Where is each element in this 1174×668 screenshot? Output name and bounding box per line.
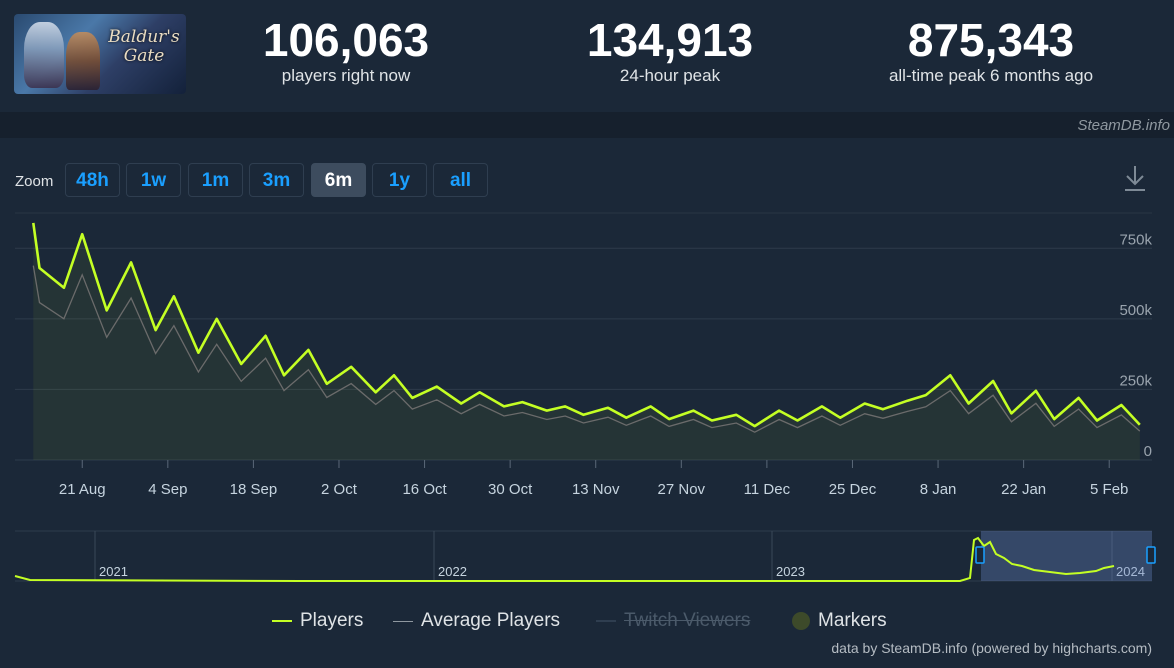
- alltime-peak-value: 875,343: [907, 14, 1075, 66]
- legend-players-swatch: [272, 620, 292, 622]
- y-tick-label: 250k: [1119, 372, 1152, 389]
- x-tick-label: 13 Nov: [572, 481, 620, 498]
- legend-twitch-label: Twitch Viewers: [624, 610, 751, 631]
- game-logo: Baldur's Gate: [108, 27, 180, 66]
- legend-twitch-swatch: [596, 620, 616, 622]
- x-tick-label: 18 Sep: [230, 481, 278, 498]
- y-tick-label: 500k: [1119, 302, 1152, 319]
- navigator-year-label: 2024: [1116, 564, 1145, 579]
- x-tick-label: 2 Oct: [321, 481, 358, 498]
- legend-average[interactable]: Average Players: [393, 608, 560, 634]
- hero-figure-right: [66, 32, 100, 90]
- x-tick-label: 27 Nov: [658, 481, 706, 498]
- download-icon[interactable]: [1122, 163, 1148, 193]
- peak-24h-value: 134,913: [586, 14, 754, 66]
- navigator-year-label: 2022: [438, 564, 467, 579]
- x-tick-label: 11 Dec: [744, 481, 791, 498]
- zoom-label: Zoom: [15, 173, 54, 190]
- x-tick-label: 16 Oct: [402, 481, 447, 498]
- steamdb-credit[interactable]: SteamDB.info: [1077, 117, 1170, 134]
- zoom-button-6m[interactable]: 6m: [311, 163, 366, 197]
- powered-by-credit[interactable]: data by SteamDB.info (powered by highcha…: [831, 640, 1152, 656]
- x-tick-label: 22 Jan: [1001, 481, 1046, 498]
- y-tick-label: 750k: [1119, 231, 1152, 248]
- chart-container: 0 250k 500k 750k 21 Aug 4 Sep 18 Sep 2 Oct 16 Oc…: [0, 138, 1174, 668]
- legend-players-label: Players: [300, 610, 364, 631]
- legend-markers[interactable]: Markers: [792, 608, 887, 634]
- navigator-right-handle[interactable]: [1146, 546, 1156, 564]
- navigator-year-label: 2023: [776, 564, 805, 579]
- credit-bar: SteamDB.info: [0, 112, 1174, 138]
- zoom-button-1m[interactable]: 1m: [188, 163, 243, 197]
- players-now-label: players right now: [281, 66, 411, 85]
- alltime-peak-stat: 875,343 all-time peak 6 months ago: [841, 14, 1141, 86]
- chart-legend: Players Average Players Twitch Viewers M…: [0, 608, 1174, 638]
- navigator-players-line: [14, 536, 1115, 582]
- legend-markers-label: Markers: [818, 610, 887, 631]
- legend-players[interactable]: Players: [272, 608, 363, 634]
- peak-24h-stat: 134,913 24-hour peak: [570, 14, 770, 86]
- x-tick-label: 5 Feb: [1090, 481, 1128, 498]
- zoom-button-1y[interactable]: 1y: [372, 163, 427, 197]
- x-tick-label: 21 Aug: [59, 481, 106, 498]
- legend-twitch[interactable]: Twitch Viewers: [596, 608, 750, 634]
- player-chart-svg[interactable]: 0 250k 500k 750k 21 Aug 4 Sep 18 Sep 2 Oct 16 Oc…: [0, 138, 1174, 608]
- players-line[interactable]: [32, 222, 1141, 428]
- zoom-button-1w[interactable]: 1w: [126, 163, 181, 197]
- zoom-button-48h[interactable]: 48h: [65, 163, 120, 197]
- legend-average-label: Average Players: [421, 610, 561, 631]
- average-players-line[interactable]: [32, 265, 1141, 433]
- x-tick-label: 4 Sep: [148, 481, 187, 498]
- players-now-value: 106,063: [262, 14, 430, 66]
- y-tick-label: 0: [1144, 443, 1152, 460]
- x-tick-label: 8 Jan: [920, 481, 957, 498]
- alltime-peak-label: all-time peak 6 months ago: [888, 66, 1094, 85]
- hero-figure-left: [24, 22, 64, 88]
- x-tick-label: 25 Dec: [829, 481, 877, 498]
- legend-markers-dot: [792, 612, 810, 630]
- peak-24h-label: 24-hour peak: [619, 66, 721, 85]
- game-capsule-image[interactable]: Baldur's Gate: [14, 14, 186, 94]
- navigator-selection[interactable]: [981, 531, 1152, 581]
- players-now-stat: 106,063 players right now: [246, 14, 446, 86]
- navigator-year-label: 2021: [99, 564, 128, 579]
- players-area: [33, 222, 1140, 460]
- legend-average-swatch: [393, 620, 413, 622]
- zoom-button-all[interactable]: all: [433, 163, 488, 197]
- zoom-button-3m[interactable]: 3m: [249, 163, 304, 197]
- x-tick-label: 30 Oct: [488, 481, 533, 498]
- navigator-left-handle[interactable]: [975, 546, 985, 564]
- stats-header: Baldur's Gate 106,063 players right now …: [0, 0, 1174, 112]
